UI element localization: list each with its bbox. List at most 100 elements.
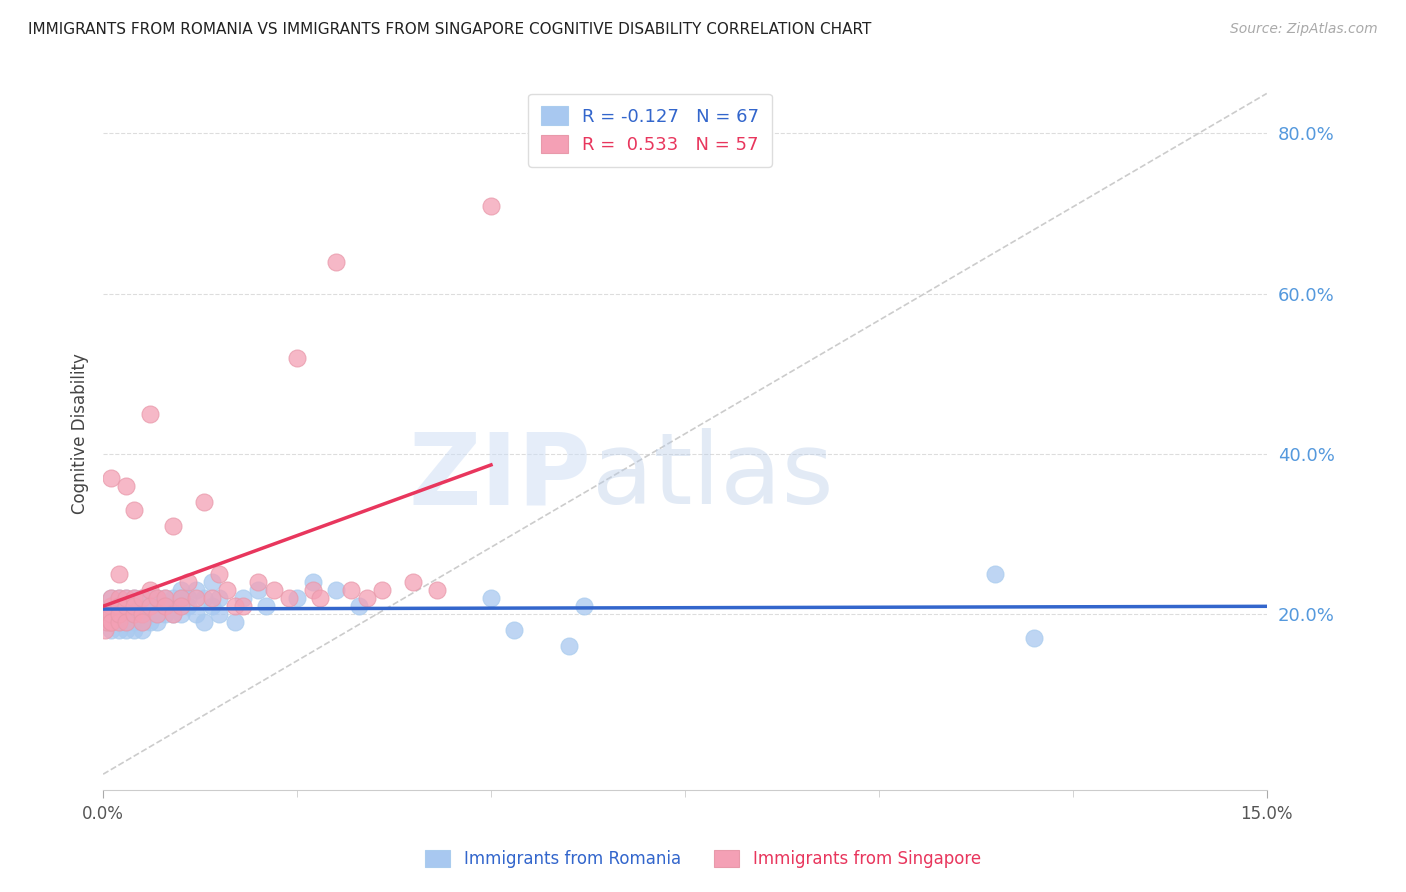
Point: [122, 623, 145, 637]
Point: [201, 599, 224, 613]
Point: [177, 591, 200, 605]
Point: [131, 591, 153, 605]
Point: [254, 599, 277, 613]
Point: [146, 599, 169, 613]
Point: [325, 582, 347, 597]
Point: [100, 599, 122, 613]
Point: [426, 582, 449, 597]
Point: [170, 591, 193, 605]
Point: [107, 566, 129, 581]
Point: [162, 519, 184, 533]
Point: [138, 599, 160, 613]
Point: [146, 607, 169, 621]
Point: [131, 615, 153, 629]
Point: [153, 599, 176, 613]
Point: [115, 623, 138, 637]
Point: [107, 623, 129, 637]
Point: [115, 591, 138, 605]
Point: [96, 607, 118, 621]
Point: [186, 582, 208, 597]
Point: [325, 254, 347, 268]
Point: [94, 623, 117, 637]
Y-axis label: Cognitive Disability: Cognitive Disability: [72, 353, 89, 515]
Point: [100, 591, 122, 605]
Point: [162, 599, 184, 613]
Text: ZIP: ZIP: [409, 428, 592, 525]
Point: [115, 599, 138, 613]
Text: Source: ZipAtlas.com: Source: ZipAtlas.com: [1230, 22, 1378, 37]
Point: [107, 615, 129, 629]
Point: [170, 599, 193, 613]
Point: [193, 615, 215, 629]
Point: [146, 591, 169, 605]
Point: [107, 599, 129, 613]
Point: [479, 591, 502, 605]
Point: [217, 582, 239, 597]
Point: [162, 607, 184, 621]
Point: [479, 198, 502, 212]
Point: [122, 607, 145, 621]
Point: [208, 591, 231, 605]
Point: [278, 591, 301, 605]
Point: [371, 582, 394, 597]
Point: [572, 599, 595, 613]
Point: [193, 495, 215, 509]
Point: [107, 607, 129, 621]
Point: [122, 607, 145, 621]
Point: [224, 615, 246, 629]
Point: [263, 582, 285, 597]
Legend: R = -0.127   N = 67, R =  0.533   N = 57: R = -0.127 N = 67, R = 0.533 N = 57: [529, 94, 772, 167]
Point: [131, 607, 153, 621]
Point: [122, 599, 145, 613]
Point: [984, 566, 1007, 581]
Point: [131, 615, 153, 629]
Point: [170, 582, 193, 597]
Point: [122, 591, 145, 605]
Point: [170, 607, 193, 621]
Text: atlas: atlas: [592, 428, 834, 525]
Point: [232, 591, 254, 605]
Point: [100, 615, 122, 629]
Point: [347, 599, 370, 613]
Point: [153, 599, 176, 613]
Point: [146, 591, 169, 605]
Point: [115, 607, 138, 621]
Point: [177, 574, 200, 589]
Point: [131, 623, 153, 637]
Point: [115, 591, 138, 605]
Point: [146, 607, 169, 621]
Point: [186, 591, 208, 605]
Point: [153, 591, 176, 605]
Point: [100, 591, 122, 605]
Point: [131, 607, 153, 621]
Point: [107, 607, 129, 621]
Point: [100, 599, 122, 613]
Point: [96, 615, 118, 629]
Point: [162, 607, 184, 621]
Point: [122, 599, 145, 613]
Point: [138, 591, 160, 605]
Point: [107, 615, 129, 629]
Point: [100, 623, 122, 637]
Point: [100, 471, 122, 485]
Point: [356, 591, 378, 605]
Point: [224, 599, 246, 613]
Point: [138, 599, 160, 613]
Point: [503, 623, 526, 637]
Point: [100, 607, 122, 621]
Point: [201, 574, 224, 589]
Point: [162, 591, 184, 605]
Point: [153, 591, 176, 605]
Point: [122, 591, 145, 605]
Point: [193, 591, 215, 605]
Point: [138, 582, 160, 597]
Point: [208, 607, 231, 621]
Point: [122, 503, 145, 517]
Point: [138, 407, 160, 421]
Point: [247, 582, 270, 597]
Point: [138, 615, 160, 629]
Point: [285, 351, 308, 365]
Point: [177, 599, 200, 613]
Point: [115, 599, 138, 613]
Point: [301, 574, 323, 589]
